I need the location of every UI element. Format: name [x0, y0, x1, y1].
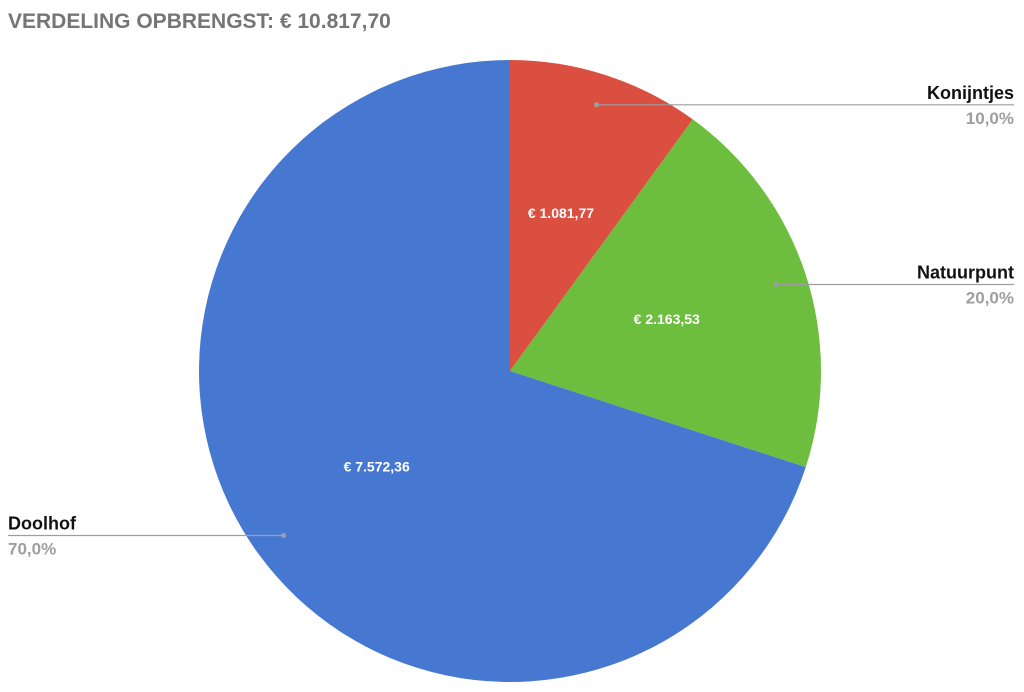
pie-legend-labels: Konijntjes 10,0% Natuurpunt 20,0% Doolhof 70,…	[8, 83, 1014, 559]
legend-percent-doolhof: 70,0%	[8, 540, 56, 559]
pie-slices	[198, 60, 821, 682]
legend-label-konijntjes: Konijntjes	[927, 83, 1014, 103]
legend-percent-konijntjes: 10,0%	[966, 109, 1014, 128]
pie-slice-doolhof	[198, 60, 806, 682]
slice-value-label-natuurpunt: € 2.163,53	[634, 311, 700, 327]
legend-percent-natuurpunt: 20,0%	[966, 289, 1014, 308]
pie-value-labels: € 1.081,77 € 2.163,53 € 7.572,36	[344, 205, 700, 475]
pie-slice-natuurpunt	[510, 119, 821, 468]
slice-value-label-doolhof: € 7.572,36	[344, 459, 410, 475]
legend-label-doolhof: Doolhof	[8, 514, 77, 534]
legend-label-natuurpunt: Natuurpunt	[917, 263, 1014, 283]
pie-slice-konijntjes	[510, 60, 693, 371]
chart-title: VERDELING OPBRENGST: € 10.817,70	[8, 10, 391, 33]
slice-value-label-konijntjes: € 1.081,77	[528, 205, 594, 221]
